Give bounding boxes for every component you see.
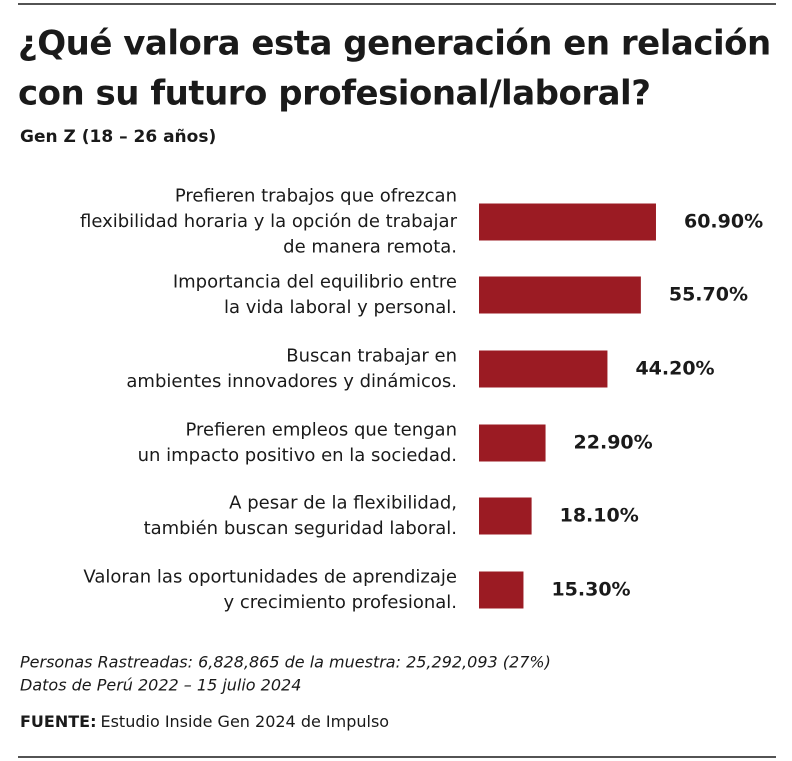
chart-title: con su futuro profesional/laboral?	[18, 74, 650, 114]
bar	[479, 497, 532, 535]
category-label: Importancia del equilibrio entre	[173, 271, 457, 292]
value-label: 22.90%	[574, 432, 653, 454]
category-label: flexibilidad horaria y la opción de trab…	[80, 211, 458, 232]
value-label: 15.30%	[551, 579, 630, 601]
value-label: 60.90%	[684, 211, 763, 233]
category-label: y crecimiento profesional.	[224, 592, 457, 613]
bar	[479, 571, 524, 609]
subtitle: Gen Z (18 – 26 años)	[20, 127, 216, 147]
note: Personas Rastreadas: 6,828,865 de la mue…	[20, 653, 551, 672]
category-label: Buscan trabajar en	[286, 345, 457, 366]
bar	[479, 276, 641, 314]
bar	[479, 424, 546, 462]
chart-title: ¿Qué valora esta generación en relación	[18, 24, 771, 64]
category-label: Valoran las oportunidades de aprendizaje	[83, 566, 457, 587]
category-label: de manera remota.	[283, 237, 457, 258]
note: Datos de Perú 2022 – 15 julio 2024	[20, 676, 301, 695]
source-label: FUENTE:	[20, 712, 96, 731]
category-label: un impacto positivo en la sociedad.	[138, 445, 457, 466]
value-label: 55.70%	[669, 284, 748, 306]
bar	[479, 203, 656, 241]
source-text: Estudio Inside Gen 2024 de Impulso	[100, 712, 389, 731]
bar	[479, 350, 608, 388]
category-label: Prefieren trabajos que ofrezcan	[175, 186, 457, 207]
category-label: la vida laboral y personal.	[224, 297, 457, 318]
source: FUENTE: Estudio Inside Gen 2024 de Impuls…	[20, 712, 389, 731]
category-label: A pesar de la flexibilidad,	[229, 492, 457, 513]
category-label: también buscan seguridad laboral.	[144, 518, 457, 539]
value-label: 44.20%	[635, 358, 714, 380]
category-label: Prefieren empleos que tengan	[186, 419, 458, 440]
value-label: 18.10%	[560, 505, 639, 527]
category-label: ambientes innovadores y dinámicos.	[126, 371, 457, 392]
